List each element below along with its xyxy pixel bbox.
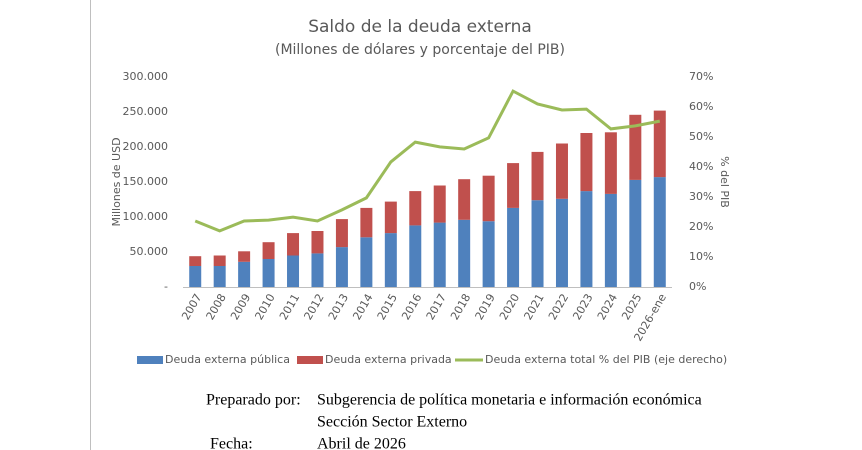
bar xyxy=(311,253,324,287)
date-label: Fecha: xyxy=(210,436,253,450)
line xyxy=(194,89,661,233)
x-tick-label: 2023 xyxy=(570,292,595,323)
x-tick-label: 2014 xyxy=(350,292,375,323)
bar xyxy=(360,207,373,238)
x-tick-label: 2010 xyxy=(253,292,278,323)
bar xyxy=(287,255,300,287)
prepared-line: Sección Sector Externo xyxy=(317,414,467,431)
bar xyxy=(555,198,568,287)
bar xyxy=(311,231,324,254)
legend-label: Deuda externa pública xyxy=(165,353,290,366)
bar xyxy=(531,200,544,287)
bar xyxy=(458,219,471,287)
bar xyxy=(213,266,226,287)
y2-tick-label: 60% xyxy=(689,100,713,113)
bar xyxy=(580,133,593,192)
bar xyxy=(262,242,275,259)
date: Abril de 2026 xyxy=(317,436,406,450)
y2-tick-label: 50% xyxy=(689,130,713,143)
y-tick-label: 100.000 xyxy=(123,210,169,223)
bar xyxy=(360,237,373,287)
y2-tick-label: 70% xyxy=(689,70,713,83)
x-tick-label: 2008 xyxy=(204,292,229,323)
y2-tick-label: 0% xyxy=(689,280,706,293)
bar xyxy=(335,247,348,287)
y-tick-label: 50.000 xyxy=(130,245,169,258)
x-tick-label: 2013 xyxy=(326,292,351,323)
bar xyxy=(384,201,397,234)
y-tick-label: 300.000 xyxy=(123,70,169,83)
x-tick-label: 2009 xyxy=(228,292,253,323)
bar xyxy=(629,179,642,287)
bar xyxy=(604,193,617,287)
chart-title: Saldo de la deuda externa xyxy=(308,17,532,37)
bar xyxy=(580,191,593,287)
bar xyxy=(604,132,617,194)
prepared-line: Subgerencia de política monetaria e info… xyxy=(317,392,702,409)
y2-tick-label: 30% xyxy=(689,190,713,203)
x-tick-label: 2011 xyxy=(277,292,302,323)
bar xyxy=(653,177,666,287)
x-tick-label: 2017 xyxy=(424,292,449,323)
bar xyxy=(531,151,544,201)
y2-tick-label: 20% xyxy=(689,220,713,233)
bar xyxy=(287,233,300,256)
x-tick-label: 2020 xyxy=(497,292,522,323)
legend-label: Deuda externa privada xyxy=(325,353,452,366)
legend-swatch xyxy=(137,356,163,364)
bar xyxy=(213,255,226,266)
x-tick-label: 2012 xyxy=(301,292,326,323)
y2-axis-label: % del PIB xyxy=(718,156,731,208)
y-tick-label: - xyxy=(164,280,168,293)
bar xyxy=(238,261,251,287)
y2-tick-label: 40% xyxy=(689,160,713,173)
x-tick-label: 2019 xyxy=(473,292,498,323)
bar xyxy=(238,251,251,262)
bar xyxy=(629,114,642,180)
y2-tick-label: 10% xyxy=(689,250,713,263)
x-tick-label: 2016 xyxy=(399,292,424,323)
prepared-label: Preparado por: xyxy=(206,392,301,409)
bar xyxy=(335,219,348,248)
bar xyxy=(433,185,446,223)
bar xyxy=(409,225,422,287)
chart-subtitle: (Millones de dólares y porcentaje del PI… xyxy=(275,42,565,58)
y-tick-label: 200.000 xyxy=(123,140,169,153)
x-tick-label: 2015 xyxy=(375,292,400,323)
bar xyxy=(507,207,520,287)
bar xyxy=(507,163,520,208)
bar xyxy=(409,191,422,226)
bar xyxy=(482,175,495,222)
x-tick-label: 2007 xyxy=(179,292,204,323)
legend-label: Deuda externa total % del PIB (eje derec… xyxy=(485,353,727,366)
x-tick-label: 2025 xyxy=(619,292,644,323)
bar xyxy=(262,259,275,287)
bar xyxy=(189,266,202,287)
bar xyxy=(482,221,495,287)
x-tick-label: 2021 xyxy=(521,292,546,323)
bar xyxy=(189,256,202,266)
bar xyxy=(555,143,568,199)
x-tick-label: 2018 xyxy=(448,292,473,323)
y-axis-label: Millones de USD xyxy=(110,137,123,226)
y-tick-label: 150.000 xyxy=(123,175,169,188)
x-tick-label: 2024 xyxy=(595,292,620,323)
bar xyxy=(384,233,397,287)
bar xyxy=(433,222,446,287)
bar xyxy=(458,179,471,220)
legend-swatch xyxy=(297,356,323,364)
y-tick-label: 250.000 xyxy=(123,105,169,118)
x-tick-label: 2022 xyxy=(546,292,571,323)
bar xyxy=(653,110,666,178)
